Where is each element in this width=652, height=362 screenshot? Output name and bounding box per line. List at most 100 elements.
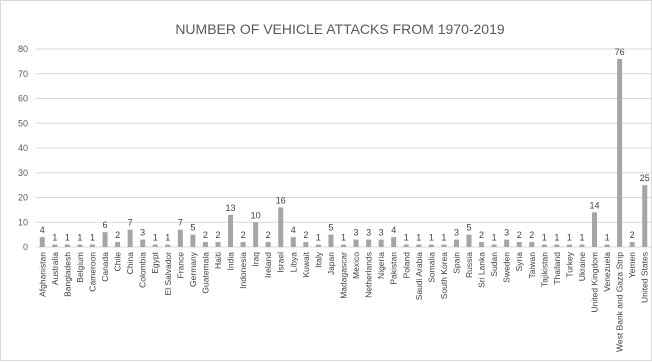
x-tick-label: Sweden: [502, 252, 512, 283]
data-label: 4: [291, 225, 296, 235]
x-tick-label: Indonesia: [238, 252, 248, 289]
y-tick-label: 10: [18, 217, 28, 227]
y-tick-label: 70: [18, 69, 28, 79]
bar-venezuela: [604, 244, 610, 247]
x-tick-label: South Korea: [439, 252, 449, 300]
bar-china: [127, 229, 133, 247]
x-tick-label: Netherlands: [364, 252, 374, 298]
data-label: 1: [153, 233, 158, 243]
data-label: 4: [40, 225, 45, 235]
data-label: 1: [567, 233, 572, 243]
bar-ireland: [265, 242, 271, 247]
bar-india: [228, 214, 234, 247]
x-tick-label: Cameroon: [87, 252, 97, 292]
x-tick-label: Japan: [326, 252, 336, 275]
bar-indonesia: [240, 242, 246, 247]
bar-saudi-arabia: [416, 244, 422, 247]
x-tick-label: Egypt: [150, 251, 160, 273]
x-tick-label: Nigeria: [376, 252, 386, 279]
data-label: 16: [276, 195, 286, 205]
x-tick-label: Poland: [401, 252, 411, 279]
y-axis-ticks: 0 10 20 30 40 50 60 70 80: [18, 44, 28, 252]
bar-bangladesh: [64, 244, 70, 247]
data-label: 1: [416, 233, 421, 243]
x-tick-label: Guatemala: [200, 252, 210, 294]
bar-cameroon: [89, 244, 95, 247]
bar-turkey: [566, 244, 572, 247]
bar-ukraine: [579, 244, 585, 247]
x-tick-label: Germany: [188, 251, 198, 287]
data-label: 2: [203, 230, 208, 240]
x-tick-label: Ireland: [263, 252, 273, 278]
bar-chile: [115, 242, 121, 247]
bar-sri-lanka: [479, 242, 485, 247]
bar-canada: [102, 232, 108, 247]
bar-kuwait: [303, 242, 309, 247]
x-tick-label: Venezuela: [602, 252, 612, 292]
bars: [39, 58, 648, 248]
bar-egypt: [152, 244, 158, 247]
data-label: 2: [303, 230, 308, 240]
data-label: 5: [328, 223, 333, 233]
x-tick-label: United States: [640, 252, 650, 303]
bar-mexico: [353, 239, 359, 247]
x-tick-label: Libya: [288, 252, 298, 273]
x-tick-label: Turkey: [564, 251, 574, 277]
x-tick-label: India: [226, 252, 236, 271]
bar-united-kingdom: [592, 212, 598, 247]
data-label: 1: [52, 233, 57, 243]
x-tick-label: Russia: [464, 252, 474, 278]
data-label: 2: [630, 230, 635, 240]
data-label: 2: [517, 230, 522, 240]
x-tick-label: Pakistan: [389, 252, 399, 285]
data-label: 1: [605, 233, 610, 243]
data-label: 1: [579, 233, 584, 243]
data-label: 1: [441, 233, 446, 243]
y-tick-label: 50: [18, 118, 28, 128]
y-tick-label: 20: [18, 193, 28, 203]
y-tick-label: 40: [18, 143, 28, 153]
x-tick-label: Tajikistan: [539, 252, 549, 287]
y-tick-label: 80: [18, 44, 28, 54]
x-tick-label: Israel: [276, 252, 286, 273]
data-label: 1: [65, 233, 70, 243]
data-label: 2: [215, 230, 220, 240]
bar-thailand: [554, 244, 560, 247]
bar-taiwan: [529, 242, 535, 247]
bar-spain: [453, 239, 459, 247]
data-label: 3: [366, 228, 371, 238]
grid-layer: [36, 48, 651, 248]
data-label: 5: [190, 223, 195, 233]
data-label: 2: [115, 230, 120, 240]
bar-australia: [52, 244, 58, 247]
bar-netherlands: [366, 239, 372, 247]
y-tick-label: 30: [18, 168, 28, 178]
bar-italy: [315, 244, 321, 247]
bar-guatemala: [202, 242, 208, 247]
data-label: 1: [554, 233, 559, 243]
bar-syria: [516, 242, 522, 247]
bar-japan: [328, 234, 334, 247]
bar-nigeria: [378, 239, 384, 247]
x-tick-label: Yemen: [627, 252, 637, 278]
data-label: 14: [590, 200, 600, 210]
x-tick-label: United Kingdom: [590, 252, 600, 312]
data-label: 10: [251, 210, 261, 220]
x-tick-label: Kuwait: [301, 251, 311, 277]
x-tick-label: Chile: [113, 252, 123, 272]
bar-afghanistan: [39, 237, 45, 247]
data-label: 1: [341, 233, 346, 243]
bar-haiti: [215, 242, 221, 247]
data-label: 3: [379, 228, 384, 238]
data-label: 1: [77, 233, 82, 243]
x-tick-label: Syria: [514, 252, 524, 272]
data-label: 1: [542, 233, 547, 243]
x-tick-label: Colombia: [138, 252, 148, 288]
x-tick-label: Iraq: [251, 252, 261, 267]
x-tick-label: Bangladesh: [62, 252, 72, 297]
bar-colombia: [140, 239, 146, 247]
x-tick-label: Italy: [313, 251, 323, 267]
data-label: 5: [467, 223, 472, 233]
x-tick-label: Thailand: [552, 252, 562, 285]
